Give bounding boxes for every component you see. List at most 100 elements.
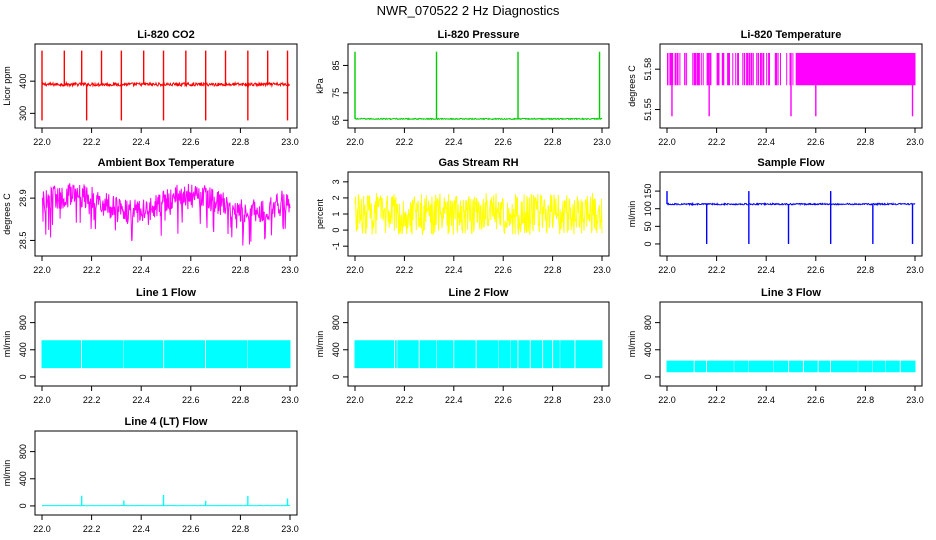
- plot-frame: [347, 43, 610, 129]
- x-tick-label: 23.0: [593, 137, 611, 147]
- y-tick-label: 800: [331, 315, 341, 330]
- x-tick-label: 22.0: [658, 395, 676, 405]
- series-green: [354, 51, 603, 121]
- y-tick-label: 800: [18, 315, 28, 330]
- panel-1: Li-820 CO2 Licor ppm 22.0 22.2 22.4 22.6 22.8 2…: [2, 29, 299, 147]
- x-tick-label: 22.4: [132, 137, 150, 147]
- x-tick-label: 22.0: [33, 265, 51, 275]
- panel-5: Gas Stream RH percent 22.0 22.2 22.4 22.6 22.8…: [315, 157, 611, 275]
- data-line: [666, 201, 916, 207]
- x-tick-label: 22.4: [132, 395, 150, 405]
- x-tick-label: 22.4: [445, 395, 463, 405]
- y-tick-label: -1: [331, 242, 341, 250]
- x-tick-label: 22.6: [807, 265, 825, 275]
- x-tick-label: 23.0: [281, 137, 299, 147]
- panel-title: Li-820 Temperature: [741, 29, 842, 41]
- series-cyan: [41, 340, 291, 369]
- series-cyan: [354, 340, 603, 369]
- series-magenta: [667, 53, 916, 117]
- x-tick-label: 22.8: [232, 137, 250, 147]
- x-tick-label: 22.2: [83, 137, 101, 147]
- y-tick-label: 51.55: [643, 98, 653, 121]
- y-tick-label: 400: [18, 342, 28, 357]
- panel-title: Line 1 Flow: [136, 287, 196, 299]
- panel-6: Sample Flow ml/min 22.0 22.2 22.4 22.6 22.8 23.…: [627, 157, 924, 275]
- x-tick-label: 22.8: [857, 395, 875, 405]
- x-tick-label: 22.2: [708, 265, 726, 275]
- y-tick-label: 400: [643, 342, 653, 357]
- x-tick-label: 22.8: [544, 137, 562, 147]
- panel-10: Line 4 (LT) Flow ml/min 22.0 22.2 22.4 22.6 22…: [2, 416, 299, 534]
- x-tick-label: 22.8: [232, 395, 250, 405]
- y-tick-label: 400: [18, 471, 28, 486]
- data-band: [41, 340, 291, 369]
- panel-title: Sample Flow: [757, 157, 825, 169]
- data-line: [354, 117, 603, 121]
- panel-3: Li-820 Temperature degrees C 22.0 22.2 22.4 2…: [627, 29, 924, 147]
- y-axis-label: percent: [315, 198, 325, 229]
- x-tick-label: 22.6: [494, 265, 512, 275]
- series-cyan: [42, 495, 291, 507]
- x-tick-label: 22.8: [857, 265, 875, 275]
- y-tick-label: 0: [331, 228, 341, 233]
- plot-frame: [34, 43, 298, 129]
- series-yellow: [354, 193, 603, 236]
- x-tick-label: 22.4: [445, 137, 463, 147]
- y-tick-label: 100: [643, 201, 653, 216]
- series-magenta: [41, 183, 291, 246]
- x-tick-label: 22.2: [708, 395, 726, 405]
- x-tick-label: 22.4: [757, 137, 775, 147]
- x-tick-label: 22.6: [807, 137, 825, 147]
- data-band: [354, 340, 603, 369]
- x-tick-label: 22.4: [132, 265, 150, 275]
- data-line: [354, 193, 603, 236]
- x-tick-label: 23.0: [281, 395, 299, 405]
- page-title: NWR_070522 2 Hz Diagnostics: [376, 3, 560, 18]
- y-tick-label: 75: [331, 88, 341, 98]
- x-tick-label: 23.0: [593, 265, 611, 275]
- y-axis-label: degrees C: [627, 65, 637, 107]
- x-tick-label: 22.6: [182, 395, 200, 405]
- y-tick-label: 65: [331, 115, 341, 125]
- x-tick-label: 22.8: [232, 265, 250, 275]
- data-band: [667, 53, 916, 86]
- y-tick-label: 0: [331, 374, 341, 379]
- x-tick-label: 22.2: [396, 137, 414, 147]
- panel-title: Gas Stream RH: [438, 157, 518, 169]
- panel-title: Line 3 Flow: [761, 287, 821, 299]
- x-tick-label: 22.2: [396, 265, 414, 275]
- y-tick-label: 2: [331, 195, 341, 200]
- plot-frame: [347, 301, 610, 387]
- x-tick-label: 22.6: [182, 137, 200, 147]
- y-tick-label: 800: [643, 315, 653, 330]
- panel-title: Line 4 (LT) Flow: [125, 416, 208, 428]
- data-line: [41, 183, 291, 246]
- x-tick-label: 22.2: [708, 137, 726, 147]
- x-tick-label: 22.0: [346, 395, 364, 405]
- x-tick-label: 22.0: [346, 137, 364, 147]
- y-axis-label: ml/min: [627, 331, 637, 358]
- plot-frame: [659, 43, 923, 129]
- y-axis-label: ml/min: [315, 331, 325, 358]
- x-tick-label: 22.6: [182, 524, 200, 534]
- x-tick-label: 23.0: [906, 137, 924, 147]
- x-tick-label: 22.0: [346, 265, 364, 275]
- panel-7: Line 1 Flow ml/min 22.0 22.2 22.4 22.6 22.8 23.…: [2, 287, 299, 405]
- series-blue: [666, 191, 916, 244]
- plot-frame: [34, 301, 298, 387]
- x-tick-label: 22.0: [33, 137, 51, 147]
- x-tick-label: 23.0: [281, 524, 299, 534]
- panel-title: Li-820 Pressure: [438, 29, 520, 41]
- y-tick-label: 85: [331, 60, 341, 70]
- y-axis-label: ml/min: [627, 201, 637, 228]
- data-line: [41, 80, 290, 88]
- y-tick-label: 28.5: [18, 232, 28, 250]
- y-axis-label: ml/min: [2, 460, 12, 487]
- y-tick-label: 400: [18, 74, 28, 89]
- panel-title: Ambient Box Temperature: [98, 157, 235, 169]
- y-tick-label: 3: [331, 179, 341, 184]
- x-tick-label: 22.2: [83, 265, 101, 275]
- y-tick-label: 1: [331, 211, 341, 216]
- y-tick-label: 0: [18, 374, 28, 379]
